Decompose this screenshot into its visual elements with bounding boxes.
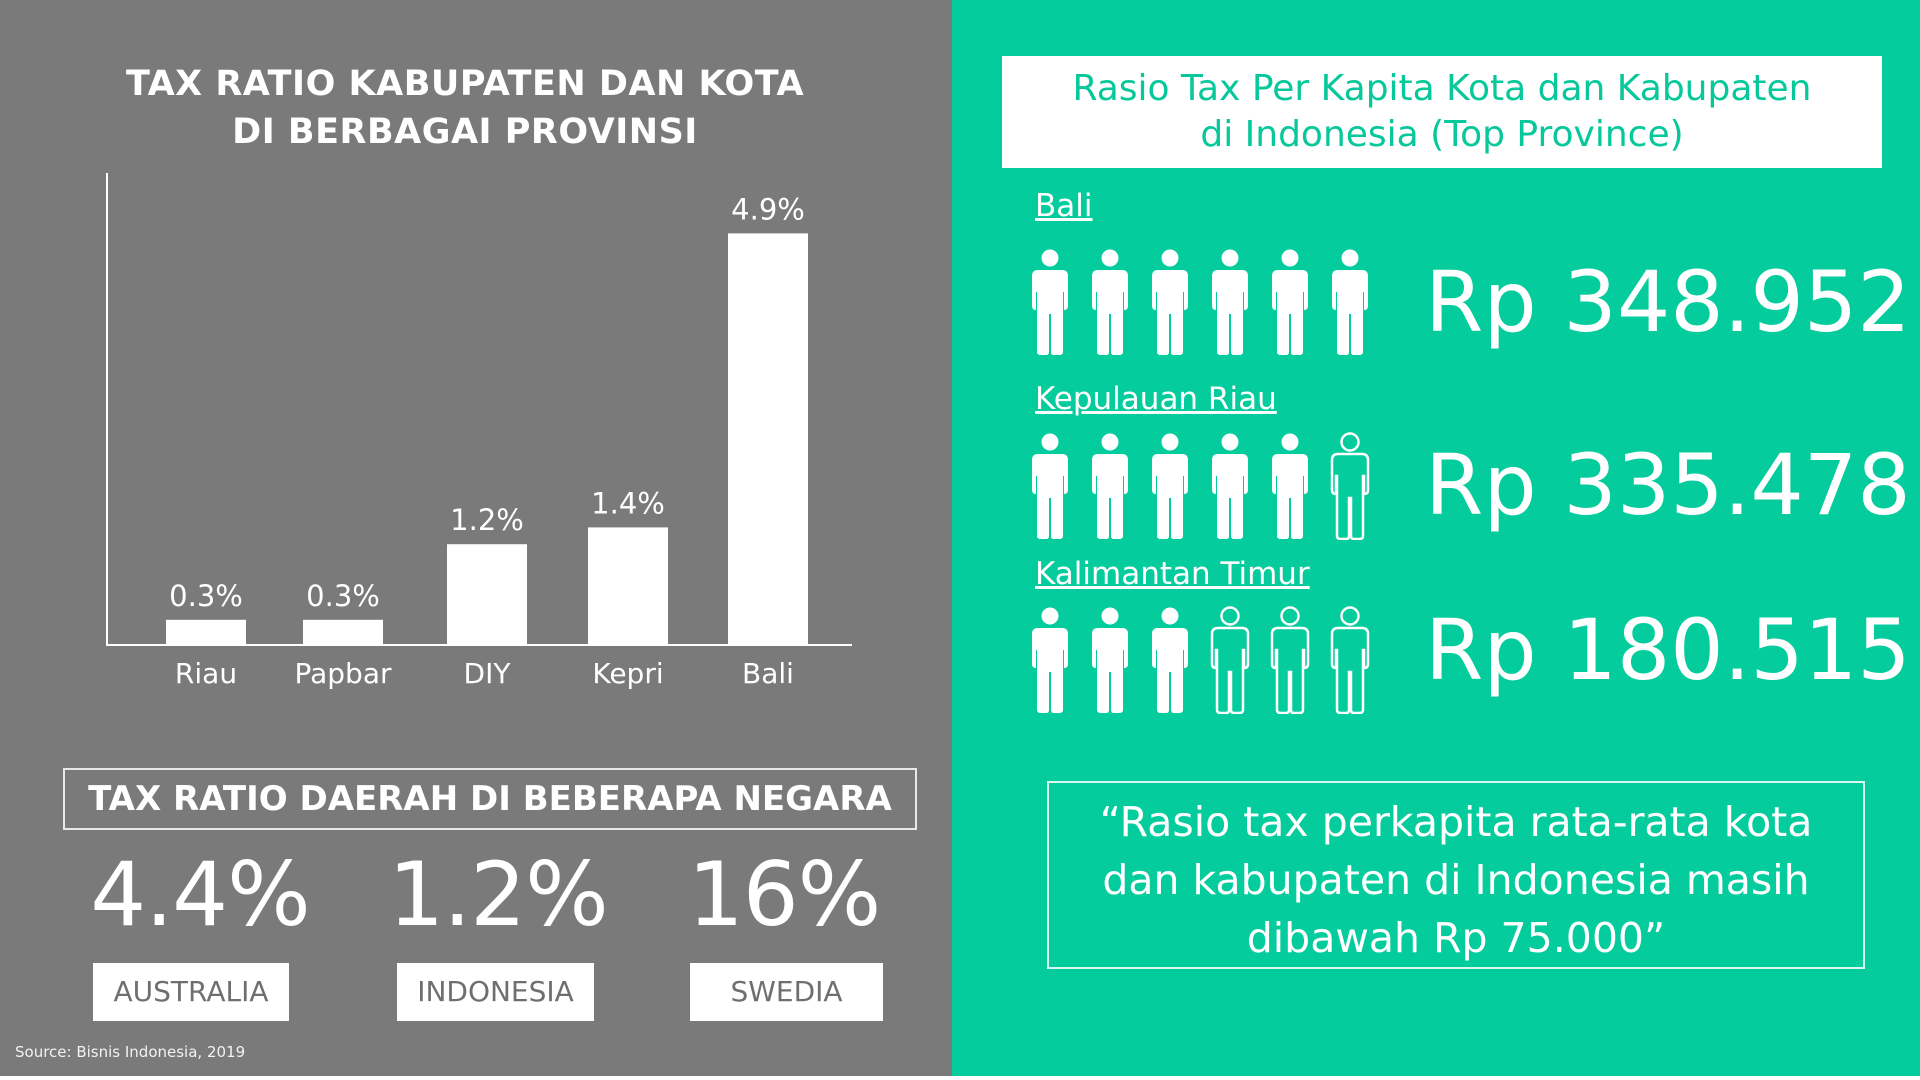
person-icon [1208,432,1252,544]
bar-value-label-diy: 1.2% [450,503,524,537]
province-name-kalimantan-timur: Kalimantan Timur [1035,556,1310,592]
person-icon [1328,248,1372,360]
person-icon [1208,248,1252,360]
chart-title: TAX RATIO KABUPATEN DAN KOTA DI BERBAGAI… [60,60,870,156]
amount-bali: Rp 348.952 [1425,253,1911,351]
person-icon [1028,432,1072,544]
bar-riau [166,619,246,645]
right-title-box: Rasio Tax Per Kapita Kota dan Kabupaten … [1002,56,1882,168]
country-value-indonesia: 1.2% [388,843,609,946]
bar-value-label-riau: 0.3% [169,579,243,613]
category-label-papbar: Papbar [294,657,391,690]
bar-chart: 0.3% Riau 0.3% Papbar 1.2% DIY 1.4% Kepri 4.9% Ba… [106,173,852,690]
category-label-riau: Riau [175,657,237,690]
person-icon [1088,248,1132,360]
country-label-swedia: SWEDIA [690,963,883,1021]
chart-title-line-2: DI BERBAGAI PROVINSI [232,112,698,152]
quote-line-2: dan kabupaten di Indonesia masih [1102,856,1810,904]
person-icon [1148,606,1192,718]
quote-line-1: “Rasio tax perkapita rata-rata kota [1099,798,1813,846]
category-label-diy: DIY [464,657,512,690]
right-title-line-1: Rasio Tax Per Kapita Kota dan Kabupaten [1072,68,1812,109]
source-note: Source: Bisnis Indonesia, 2019 [15,1043,246,1061]
person-icon [1148,248,1192,360]
bar-kepri [588,527,668,645]
person-outline-icon [1328,606,1372,718]
chart-title-line-1: TAX RATIO KABUPATEN DAN KOTA [125,64,805,104]
country-label-indonesia: INDONESIA [397,963,594,1021]
person-icon [1268,248,1312,360]
bar-value-label-kepri: 1.4% [591,486,665,520]
country-label-australia: AUSTRALIA [93,963,289,1021]
person-outline-icon [1208,606,1252,718]
bar-bali [728,233,808,645]
province-name-kepulauan-riau: Kepulauan Riau [1035,381,1277,417]
bar-papbar [303,619,383,645]
person-icon [1028,606,1072,718]
people-row-bali [1028,248,1380,358]
person-icon [1088,432,1132,544]
person-icon [1088,606,1132,718]
bar-value-label-papbar: 0.3% [306,579,380,613]
country-value-swedia: 16% [687,843,882,946]
person-outline-icon [1328,432,1372,544]
person-icon [1148,432,1192,544]
bar-diy [447,544,527,645]
category-label-kepri: Kepri [592,657,663,690]
quote-line-3: dibawah Rp 75.000” [1246,914,1666,962]
person-icon [1268,432,1312,544]
country-value-australia: 4.4% [90,843,311,946]
person-outline-icon [1268,606,1312,718]
people-row-kalimantan-timur [1028,606,1380,716]
amount-kepulauan-riau: Rp 335.478 [1425,436,1911,534]
quote-box: “Rasio tax perkapita rata-rata kota dan … [1047,781,1865,969]
category-label-bali: Bali [742,657,794,690]
person-icon [1028,248,1072,360]
people-row-kepulauan-riau [1028,432,1380,542]
amount-kalimantan-timur: Rp 180.515 [1425,601,1911,699]
countries-title-box: TAX RATIO DAERAH DI BEBERAPA NEGARA [63,768,917,830]
bar-value-label-bali: 4.9% [731,192,805,226]
right-title-line-2: di Indonesia (Top Province) [1200,114,1684,155]
province-name-bali: Bali [1035,188,1093,224]
